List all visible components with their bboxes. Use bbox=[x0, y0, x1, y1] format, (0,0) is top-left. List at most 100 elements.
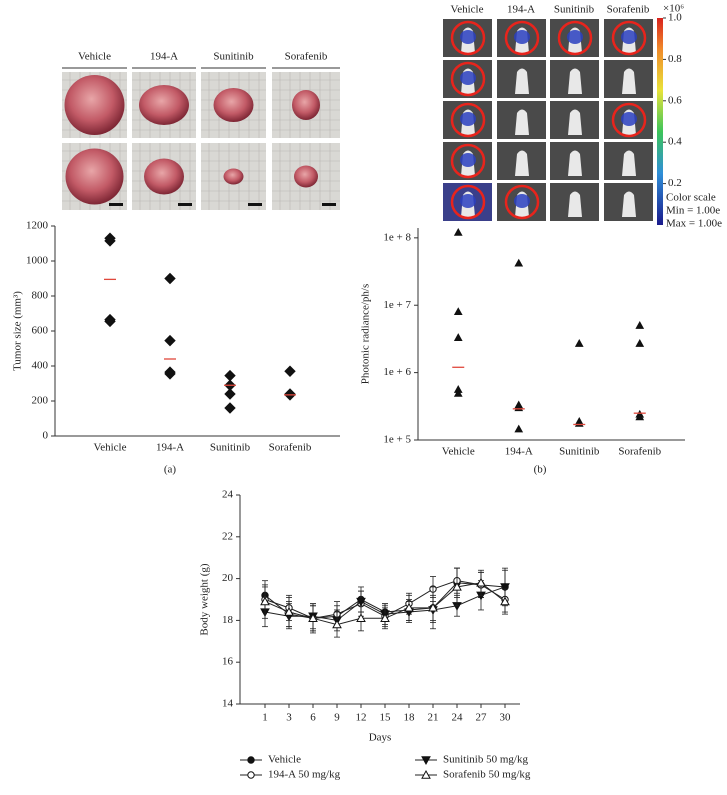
x-tick-label: 27 bbox=[476, 712, 488, 724]
mouse bbox=[515, 68, 529, 94]
x-tick-label: 15 bbox=[380, 712, 392, 724]
colorbar-max: Max = 1.00e bbox=[666, 218, 722, 230]
y-tick-label: 600 bbox=[32, 325, 49, 337]
roi-circle bbox=[504, 20, 540, 56]
mouse bbox=[568, 109, 582, 135]
photo-header: Vehicle bbox=[78, 51, 111, 63]
photo-header: Sorafenib bbox=[285, 51, 328, 63]
legend-label: Sunitinib 50 mg/kg bbox=[443, 754, 528, 766]
point bbox=[635, 320, 645, 329]
point bbox=[514, 258, 524, 267]
imaging-header: Sorafenib bbox=[607, 4, 650, 16]
roi-circle bbox=[450, 20, 486, 56]
legend-marker bbox=[421, 756, 431, 766]
charts: 0 200 400 600 800 1000 1200 Tumor size (mm³) Veh… bbox=[12, 220, 685, 781]
point bbox=[635, 412, 645, 421]
y-tick-label: 24 bbox=[222, 489, 234, 501]
mouse bbox=[622, 150, 636, 176]
signal bbox=[621, 112, 637, 126]
tumor bbox=[213, 88, 254, 122]
point bbox=[224, 402, 236, 414]
signal bbox=[460, 112, 476, 126]
point bbox=[332, 619, 342, 629]
colorbar-tick-label: 0.6 bbox=[668, 94, 682, 106]
signal bbox=[567, 30, 583, 44]
tumor bbox=[223, 168, 244, 185]
colorbar-tick-label: 0.8 bbox=[668, 53, 682, 65]
tumor bbox=[294, 165, 318, 188]
y-tick-label: 18 bbox=[222, 614, 234, 626]
colorbar-tick-label: 0.4 bbox=[668, 136, 682, 148]
x-tick-label: 21 bbox=[428, 712, 439, 724]
signal bbox=[460, 194, 476, 208]
photo-header: 194-A bbox=[150, 51, 178, 63]
point bbox=[404, 602, 414, 612]
roi-circle bbox=[611, 20, 647, 56]
tumor bbox=[144, 158, 184, 195]
mouse bbox=[568, 68, 582, 94]
y-tick-label: 22 bbox=[222, 530, 233, 542]
imaging-panel: Vehicle 194-A Sunitinib Sorafenib ×10⁶ 0.2 0.4… bbox=[443, 3, 722, 230]
roi-circle bbox=[450, 102, 486, 138]
panel-label: (a) bbox=[164, 464, 177, 476]
x-tick-label: 194-A bbox=[505, 446, 533, 458]
point bbox=[104, 235, 116, 247]
x-tick-label: 18 bbox=[404, 712, 416, 724]
x-tick-label: 9 bbox=[334, 712, 340, 724]
tumor bbox=[65, 148, 124, 205]
point bbox=[428, 602, 438, 612]
y-axis-label: Body weight (g) bbox=[199, 563, 211, 635]
y-tick-label: 800 bbox=[32, 290, 49, 302]
point bbox=[453, 227, 463, 236]
x-tick-label: Sunitinib bbox=[559, 446, 600, 458]
colorbar-tick-label: 1.0 bbox=[668, 12, 682, 24]
y-tick-label: 1000 bbox=[26, 255, 49, 267]
scale-bar bbox=[109, 203, 123, 206]
point bbox=[514, 424, 524, 433]
y-tick-label: 1e + 5 bbox=[383, 434, 411, 446]
scale-bar bbox=[248, 203, 262, 206]
point bbox=[500, 583, 510, 592]
legend-label: Vehicle bbox=[268, 754, 301, 766]
point bbox=[356, 597, 366, 607]
point bbox=[453, 388, 463, 397]
colorbar-tick-label: 0.2 bbox=[668, 177, 682, 189]
y-tick-label: 0 bbox=[43, 430, 49, 442]
mouse bbox=[515, 109, 529, 135]
point bbox=[260, 596, 270, 606]
point bbox=[224, 369, 236, 382]
x-tick-label: Vehicle bbox=[94, 442, 127, 454]
point bbox=[224, 388, 236, 400]
photo-header: Sunitinib bbox=[213, 51, 254, 63]
point bbox=[104, 315, 116, 328]
mouse bbox=[515, 150, 529, 176]
panel-label: (b) bbox=[534, 464, 547, 476]
signal bbox=[514, 30, 530, 44]
tumor bbox=[64, 75, 125, 135]
point bbox=[308, 613, 318, 623]
x-tick-label: 6 bbox=[310, 712, 316, 724]
colorbar-min: Min = 1.00e bbox=[666, 205, 720, 217]
legend-marker bbox=[421, 769, 431, 779]
y-axis-label: Tumor size (mm³) bbox=[12, 291, 24, 371]
y-tick-label: 1e + 8 bbox=[383, 231, 411, 243]
roi-circle bbox=[450, 61, 486, 97]
y-tick-label: 400 bbox=[32, 360, 49, 372]
point bbox=[635, 339, 645, 347]
imaging-header: 194-A bbox=[507, 4, 535, 16]
x-tick-label: 30 bbox=[500, 712, 512, 724]
x-tick-label: 12 bbox=[356, 712, 367, 724]
mouse bbox=[568, 150, 582, 176]
colorbar-title: Color scale bbox=[666, 192, 716, 204]
x-tick-label: 194-A bbox=[156, 442, 184, 454]
signal bbox=[460, 71, 476, 85]
roi-circle bbox=[450, 184, 486, 220]
point bbox=[574, 339, 584, 347]
signal bbox=[460, 30, 476, 44]
mouse bbox=[622, 68, 636, 94]
x-tick-label: 3 bbox=[286, 712, 292, 724]
point bbox=[284, 365, 296, 377]
legend-label: Sorafenib 50 mg/kg bbox=[443, 769, 531, 781]
y-tick-label: 1e + 7 bbox=[383, 299, 411, 311]
roi-circle bbox=[611, 102, 647, 138]
